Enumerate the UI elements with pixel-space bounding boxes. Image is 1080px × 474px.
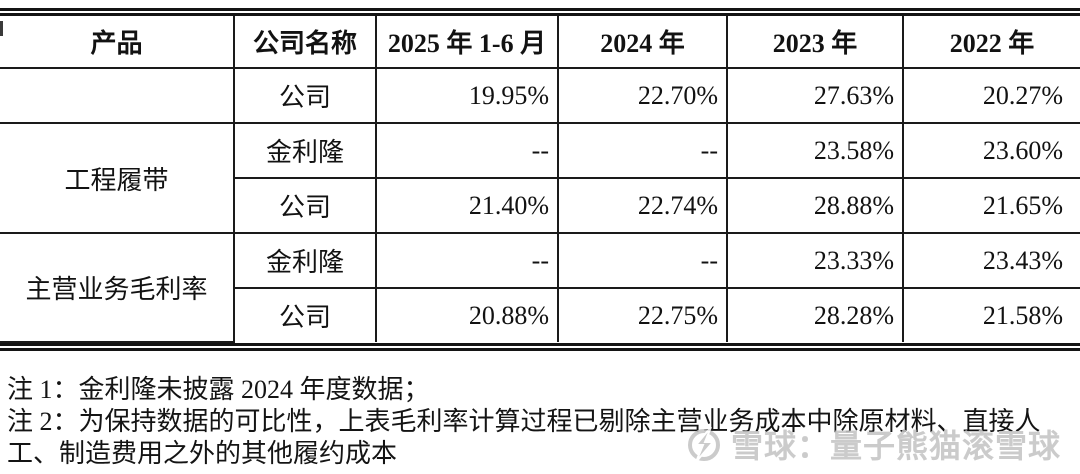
value-cell: 22.70%: [557, 67, 728, 124]
value-cell: --: [557, 232, 728, 289]
value-cell: 21.65%: [902, 177, 1080, 234]
value-cell: 23.58%: [726, 122, 904, 179]
value-cell: 23.43%: [902, 232, 1080, 289]
value-cell: 28.28%: [726, 287, 904, 342]
table-row: 公司 20.88% 22.75% 28.28% 21.58%: [0, 287, 1080, 342]
footnote-1: 注 1：金利隆未披露 2024 年度数据；: [7, 375, 430, 404]
footnote-2-line1: 注 2：为保持数据的可比性，上表毛利率计算过程已剔除主营业务成本中除原材料、直接…: [7, 407, 1041, 436]
company-cell: 公司: [233, 67, 377, 124]
value-cell: 27.63%: [726, 67, 904, 124]
column-header-product: 产品: [0, 16, 235, 69]
product-cell-empty: [0, 67, 235, 124]
margin-comparison-table: 产品 公司名称 2025 年 1-6 月 2024 年 2023 年 2022 …: [0, 8, 1080, 351]
table-header-row: 产品 公司名称 2025 年 1-6 月 2024 年 2023 年 2022 …: [0, 16, 1080, 69]
value-cell: 28.88%: [726, 177, 904, 234]
value-cell: 22.75%: [557, 287, 728, 342]
value-cell: 20.27%: [902, 67, 1080, 124]
value-cell: 23.60%: [902, 122, 1080, 179]
footnotes: 注 1：金利隆未披露 2024 年度数据； 注 2：为保持数据的可比性，上表毛利…: [7, 374, 1075, 470]
product-cell-main-business-margin: 主营业务毛利率: [0, 232, 235, 343]
value-cell: --: [375, 122, 559, 179]
company-cell: 公司: [234, 177, 377, 234]
value-cell: 19.95%: [375, 67, 559, 124]
table-row: 工程履带 金利隆 -- -- 23.58% 23.60%: [0, 122, 1080, 234]
column-header-company: 公司名称: [233, 16, 377, 69]
column-header-2023: 2023 年: [726, 16, 904, 69]
value-cell: 21.40%: [375, 177, 559, 234]
value-cell: 23.33%: [726, 232, 904, 289]
value-cell: 20.88%: [375, 287, 559, 342]
table-row: 公司 19.95% 22.70% 27.63% 20.27%: [0, 67, 1080, 124]
company-cell: 公司: [234, 287, 377, 342]
table-row: 公司 21.40% 22.74% 28.88% 21.65%: [0, 177, 1080, 234]
value-cell: --: [375, 232, 559, 289]
company-cell: 金利隆: [233, 232, 377, 289]
footnote-2-line2: 工、制造费用之外的其他履约成本: [7, 439, 398, 468]
product-cell-engineering-track: 工程履带: [0, 122, 235, 234]
value-cell: 21.58%: [902, 287, 1080, 342]
column-header-2022: 2022 年: [902, 16, 1080, 69]
table-row: 主营业务毛利率 金利隆 -- -- 23.33% 23.43%: [0, 232, 1080, 343]
company-cell: 金利隆: [233, 122, 377, 179]
column-header-2024: 2024 年: [557, 16, 728, 69]
value-cell: 22.74%: [557, 177, 728, 234]
column-header-2025h1: 2025 年 1-6 月: [375, 16, 559, 69]
value-cell: --: [557, 122, 728, 179]
